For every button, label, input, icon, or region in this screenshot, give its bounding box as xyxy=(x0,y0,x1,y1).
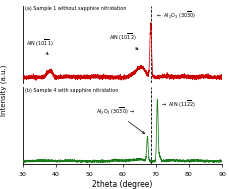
Text: $\leftarrow$ Al$_2$O$_3$ (30$\overline{3}$0): $\leftarrow$ Al$_2$O$_3$ (30$\overline{3… xyxy=(156,11,196,21)
Text: Intensity (a.u.): Intensity (a.u.) xyxy=(0,65,7,116)
Text: Al$_2$O$_3$ (30$\overline{3}$0) $\rightarrow$: Al$_2$O$_3$ (30$\overline{3}$0) $\righta… xyxy=(96,107,144,134)
Text: (a) Sample 1 without sapphire nitridation: (a) Sample 1 without sapphire nitridatio… xyxy=(25,6,126,12)
X-axis label: 2theta (degree): 2theta (degree) xyxy=(92,180,153,189)
Text: $\rightarrow$ AlN (11$\overline{2}$2): $\rightarrow$ AlN (11$\overline{2}$2) xyxy=(161,99,196,110)
Text: (b) Sample 4 with sapphire nitridation: (b) Sample 4 with sapphire nitridation xyxy=(25,88,118,93)
Text: AlN (10$\overline{1}$2): AlN (10$\overline{1}$2) xyxy=(109,33,138,50)
Text: AlN (10$\overline{1}$1): AlN (10$\overline{1}$1) xyxy=(26,39,54,54)
